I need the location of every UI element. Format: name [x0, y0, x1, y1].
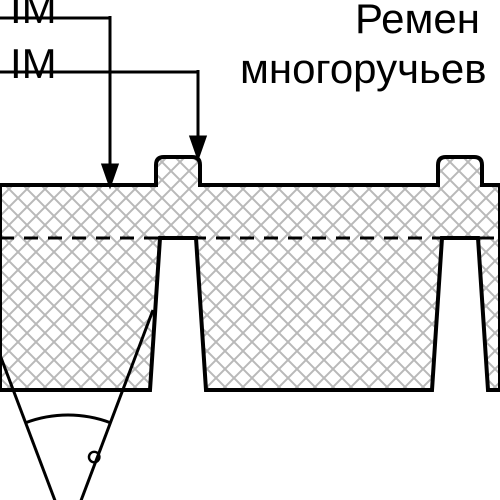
title-line-1: Ремен	[355, 0, 480, 43]
dim-unit-bottom: IM	[10, 40, 57, 88]
dim-unit-top: IM	[10, 0, 57, 33]
angle-degree-mark: °	[85, 440, 103, 494]
title-line-2: многоручьев	[240, 45, 487, 93]
belt-body	[0, 157, 500, 390]
belt-cross-section-diagram: { "title_line1": "Ремен", "title_line2":…	[0, 0, 500, 500]
